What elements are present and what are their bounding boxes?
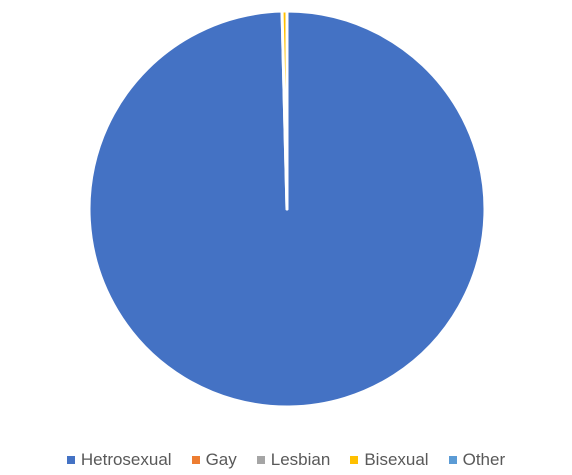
legend-label-bisexual: Bisexual	[364, 450, 429, 469]
legend-swatch-gay	[191, 456, 200, 464]
chart-area	[87, 9, 487, 409]
pie-slice-bisexual	[280, 9, 289, 211]
legend-label-lesbian: Lesbian	[270, 450, 331, 469]
legend-swatch-other	[448, 456, 457, 464]
legend: Hetrosexual Gay Lesbian Bisexual Other	[0, 448, 572, 472]
legend-swatch-lesbian	[256, 456, 265, 464]
legend-label-other: Other	[462, 450, 506, 469]
legend-item-lesbian: Lesbian	[256, 450, 331, 470]
pie-slices	[87, 9, 487, 409]
legend-swatch-hetrosexual	[66, 456, 75, 464]
legend-item-bisexual: Bisexual	[350, 450, 429, 470]
legend-item-gay: Gay	[191, 450, 237, 470]
legend-swatch-bisexual	[350, 456, 359, 464]
legend-item-other: Other	[448, 450, 506, 470]
legend-label-hetrosexual: Hetrosexual	[80, 450, 172, 469]
legend-label-gay: Gay	[205, 450, 237, 469]
legend-item-hetrosexual: Hetrosexual	[66, 450, 172, 470]
pie-chart	[87, 9, 487, 409]
